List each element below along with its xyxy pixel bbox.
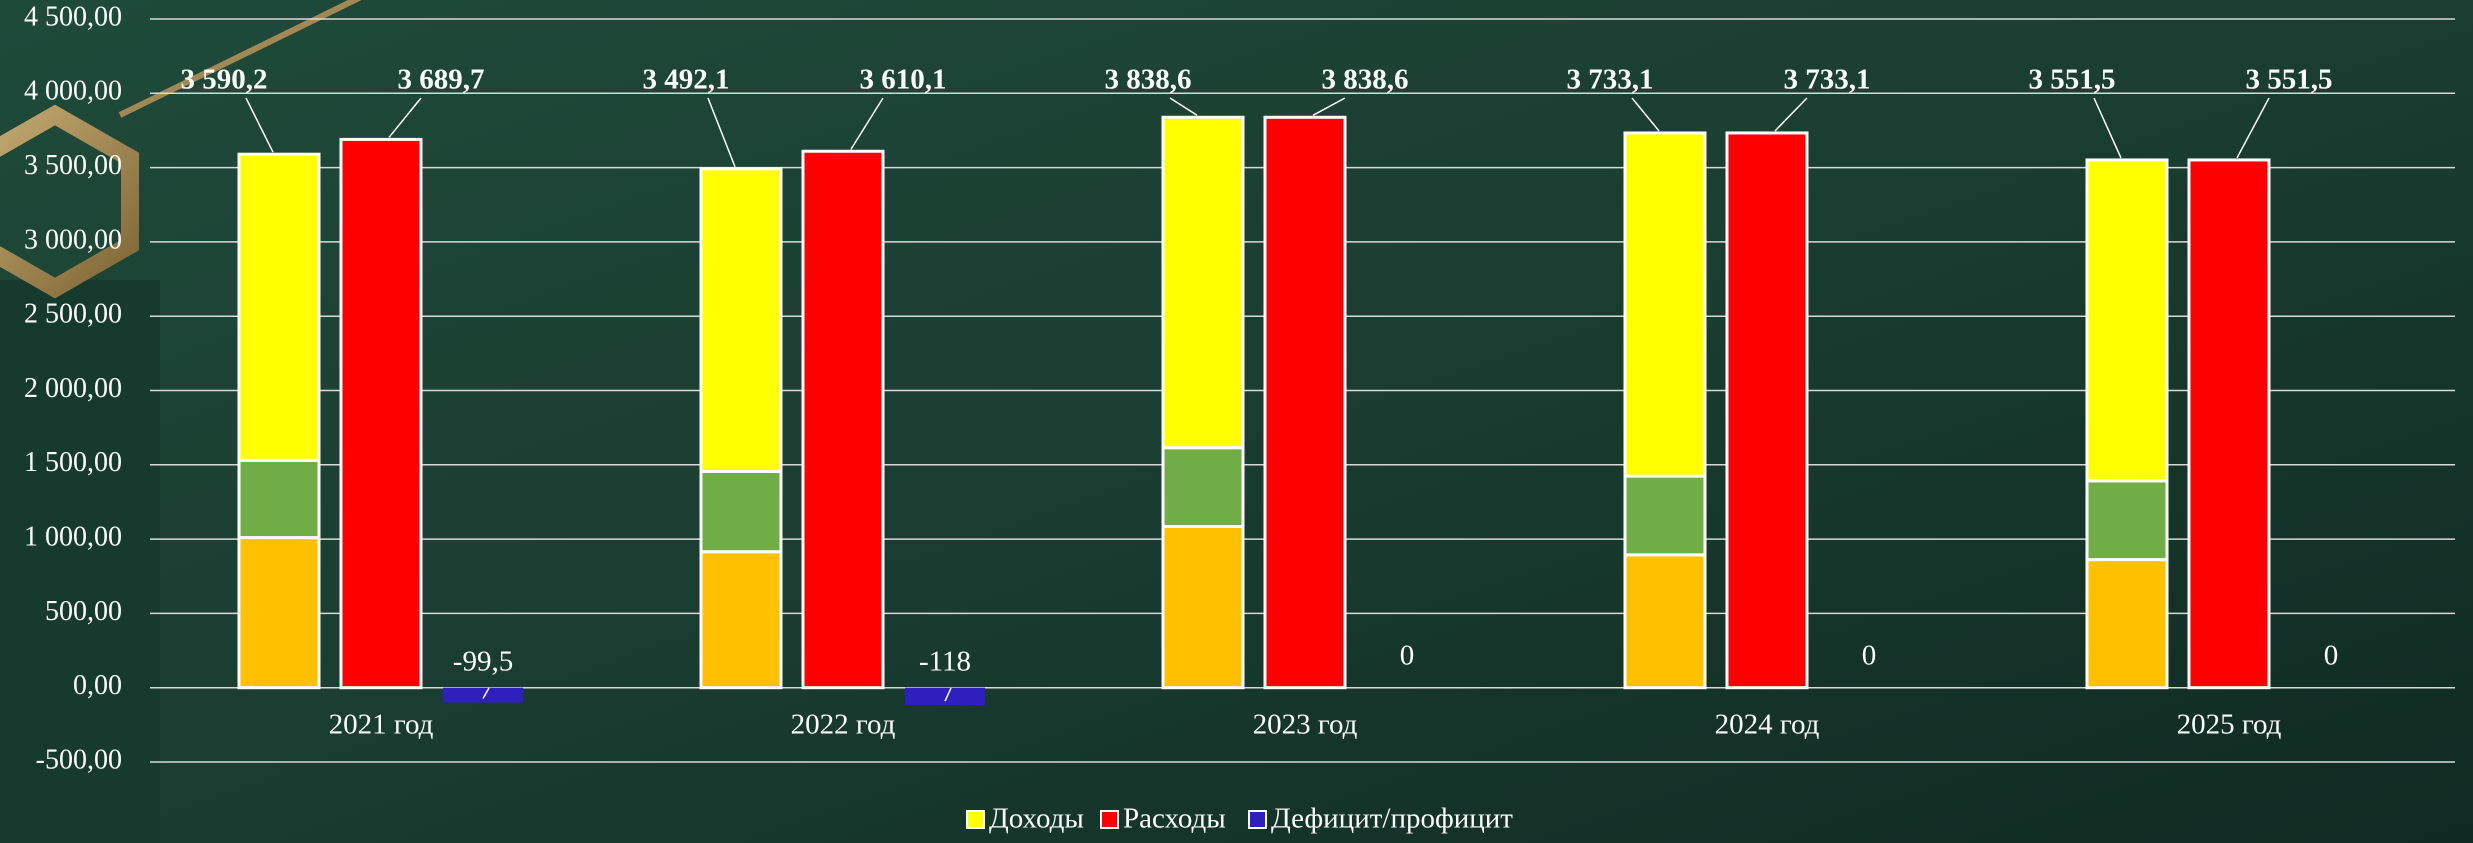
- leader-line: [245, 97, 274, 153]
- value-label: 3 689,7: [398, 64, 485, 96]
- bar: [699, 469, 783, 554]
- y-tick-label: 1 500,00: [24, 447, 122, 478]
- stripe-panel: [0, 280, 160, 843]
- bar: [237, 458, 321, 540]
- y-tick-label: 0,00: [73, 670, 122, 701]
- leader-line: [2093, 97, 2122, 159]
- x-tick-label: 2023 год: [1253, 709, 1358, 741]
- bar: [339, 137, 423, 690]
- value-label: 3 551,5: [2246, 64, 2333, 96]
- bar: [1725, 131, 1809, 690]
- legend-swatch: [1248, 810, 1267, 829]
- bar: [1161, 115, 1245, 450]
- x-tick-label: 2021 год: [329, 709, 434, 741]
- y-tick-label: -500,00: [36, 744, 122, 775]
- bar: [2085, 479, 2169, 562]
- y-tick-label: 2 000,00: [24, 373, 122, 404]
- decoration: [0, 0, 362, 843]
- bar: [1161, 446, 1245, 528]
- plot: -500,00 0,00 500,00 1 000,00 1 500,00 2 000,0…: [24, 1, 2455, 835]
- total-label: 3 551,5: [2029, 64, 2116, 96]
- bar: [2187, 158, 2271, 690]
- value-label: 0: [1400, 640, 1415, 672]
- bar: [237, 152, 321, 462]
- hexagon: [0, 104, 139, 299]
- total-label: 3 492,1: [643, 64, 730, 96]
- leader-line: [850, 97, 884, 150]
- bar: [699, 550, 783, 690]
- value-label: 3 838,6: [1322, 64, 1409, 96]
- value-label: 3 610,1: [860, 64, 947, 96]
- value-label: -118: [919, 646, 971, 678]
- bar: [1161, 524, 1245, 690]
- bar: [1263, 115, 1347, 690]
- leader-line: [1631, 97, 1660, 132]
- leader-line: [482, 687, 490, 699]
- value-label: 0: [2324, 640, 2339, 672]
- leader-line: [944, 687, 952, 702]
- y-tick-label: 2 500,00: [24, 299, 122, 330]
- x-tick-label: 2022 год: [791, 709, 896, 741]
- total-label: 3 838,6: [1105, 64, 1192, 96]
- legend-swatch: [966, 810, 985, 829]
- total-label: 3 733,1: [1567, 64, 1654, 96]
- value-label: -99,5: [453, 646, 513, 678]
- y-tick-label: 3 000,00: [24, 224, 122, 255]
- bar: [443, 687, 523, 703]
- leader-line: [388, 97, 422, 138]
- y-tick-label: 3 500,00: [24, 150, 122, 181]
- gold-line: [118, 0, 362, 118]
- leader-line: [707, 97, 736, 168]
- legend-label: Расходы: [1123, 803, 1226, 835]
- leader-line: [1774, 97, 1808, 132]
- bar: [2085, 558, 2169, 690]
- y-tick-label: 500,00: [45, 596, 122, 627]
- total-label: 3 590,2: [181, 64, 268, 96]
- leader-line: [1312, 97, 1346, 116]
- legend-swatch: [1100, 810, 1119, 829]
- bar: [905, 687, 985, 706]
- bar: [237, 536, 321, 690]
- bar: [2085, 158, 2169, 483]
- legend-label: Дефицит/профицит: [1271, 803, 1513, 835]
- legend-label: Доходы: [989, 803, 1084, 835]
- value-label: 3 733,1: [1784, 64, 1871, 96]
- leader-line: [2236, 97, 2270, 159]
- bar: [801, 149, 885, 690]
- leader-line: [1169, 97, 1198, 116]
- x-tick-label: 2024 год: [1715, 709, 1820, 741]
- bar: [1623, 553, 1707, 690]
- bar: [699, 167, 783, 473]
- value-label: 0: [1862, 640, 1877, 672]
- bar: [1623, 474, 1707, 557]
- x-tick-label: 2025 год: [2177, 709, 2282, 741]
- bar: [1623, 131, 1707, 478]
- y-tick-label: 4 000,00: [24, 76, 122, 107]
- y-tick-label: 4 500,00: [24, 1, 122, 32]
- y-tick-label: 1 000,00: [24, 522, 122, 553]
